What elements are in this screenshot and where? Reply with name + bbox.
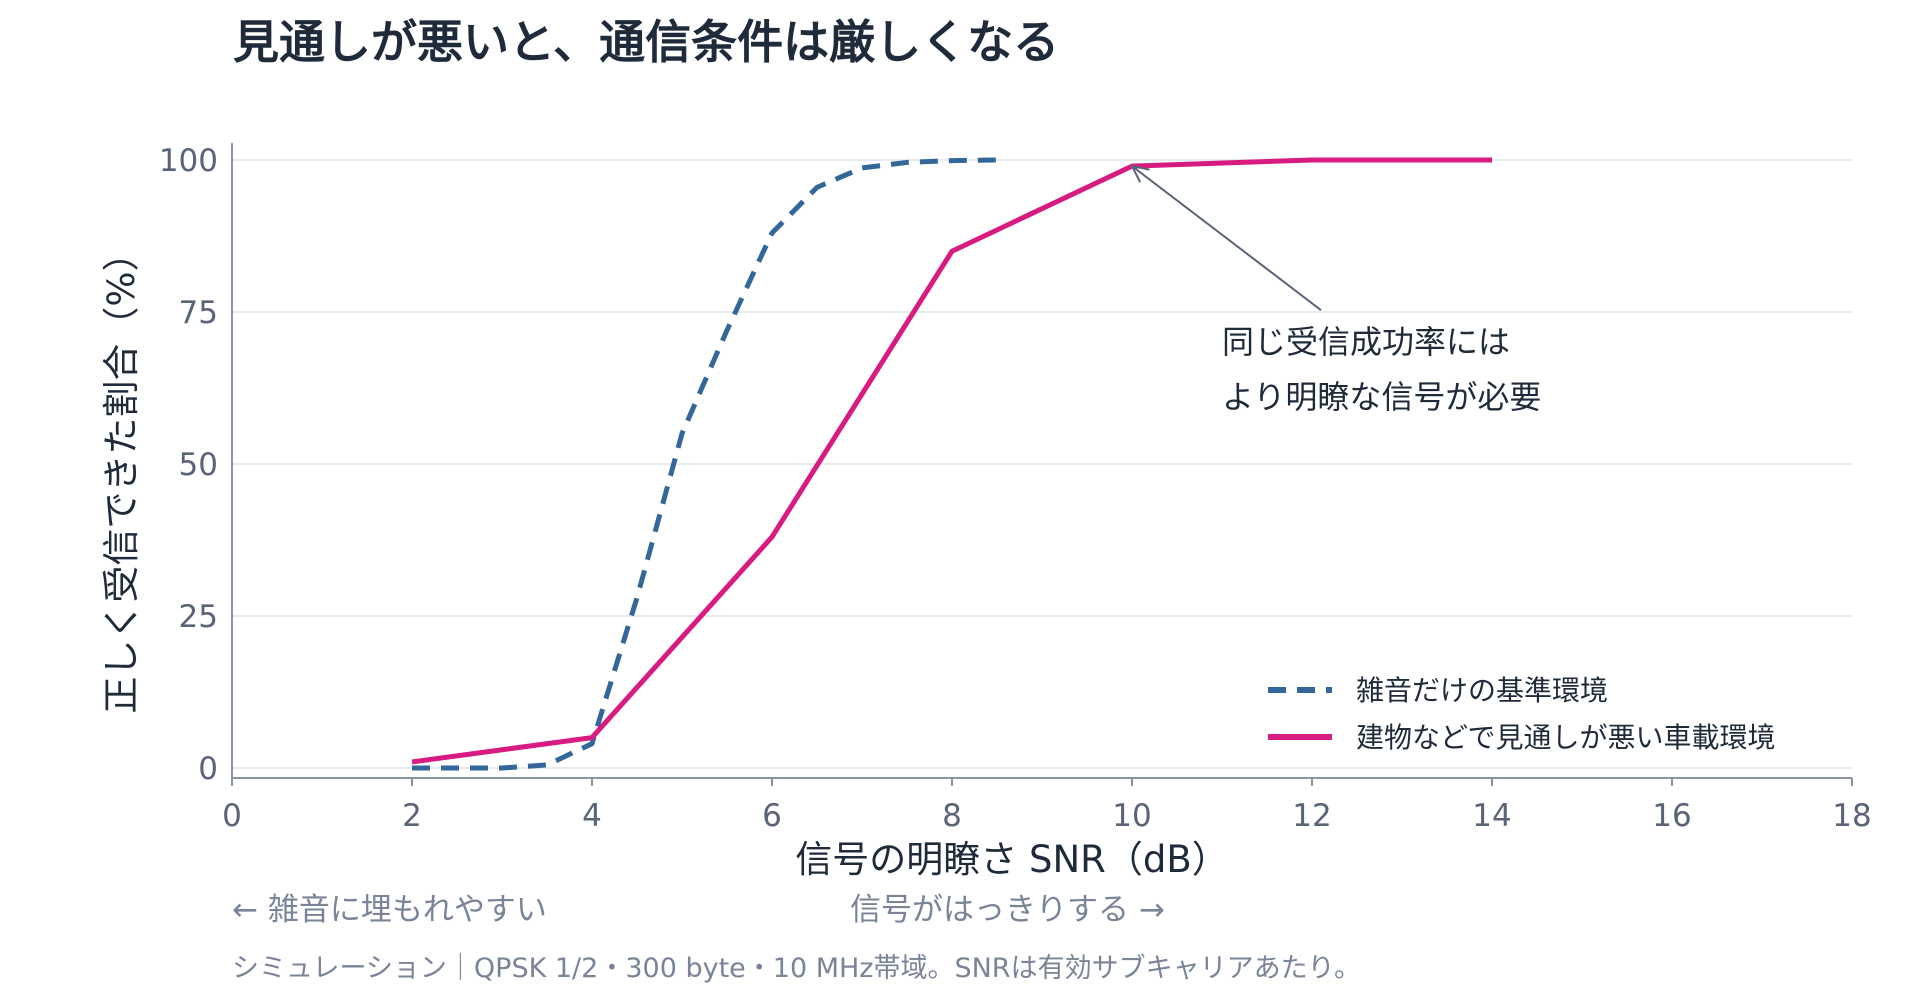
x-tick-label: 18 (1832, 798, 1871, 834)
axes (231, 143, 1852, 779)
series-line-1 (411, 157, 1492, 765)
x-tick-label: 2 (402, 798, 422, 834)
y-axis-label: 正しく受信できた割合（%） (100, 234, 143, 713)
legend-label-baseline: 雑音だけの基準環境 (1356, 674, 1608, 707)
y-tick-label: 0 (198, 751, 218, 787)
x-tick-labels: 0 2 4 6 8 10 12 14 16 18 (222, 778, 1872, 834)
y-tick-label: 75 (179, 295, 218, 331)
annotation: 同じ受信成功率には より明瞭な信号が必要 (1130, 164, 1541, 416)
y-tick-label: 100 (159, 143, 218, 179)
annotation-line-2: より明瞭な信号が必要 (1222, 378, 1541, 416)
legend: 雑音だけの基準環境 建物などで見通しが悪い車載環境 (1268, 674, 1775, 754)
legend-label-vehicle: 建物などで見通しが悪い車載環境 (1356, 721, 1775, 754)
x-tick-label: 12 (1292, 798, 1331, 834)
x-tick-label: 6 (762, 798, 782, 834)
series-lines (411, 157, 1492, 771)
x-tick-label: 8 (942, 798, 962, 834)
y-tick-label: 50 (179, 447, 218, 483)
hint-right: 信号がはっきりする → (850, 892, 1165, 928)
x-tick-label: 10 (1112, 798, 1151, 834)
x-axis-label: 信号の明瞭さ SNR（dB） (795, 838, 1229, 881)
chart-title: 見通しが悪いと、通信条件は厳しくなる (233, 15, 1059, 69)
y-tick-label: 25 (179, 599, 218, 635)
hint-left: ← 雑音に埋もれやすい (232, 892, 547, 928)
annotation-arrow (1131, 165, 1322, 311)
footnote: シミュレーション｜QPSK 1/2・300 byte・10 MHz帯域。SNRは… (232, 953, 1361, 984)
x-tick-label: 16 (1652, 798, 1691, 834)
x-tick-label: 14 (1472, 798, 1511, 834)
grid-lines (232, 159, 1852, 769)
annotation-arrowhead (1130, 164, 1150, 183)
annotation-line-1: 同じ受信成功率には (1222, 323, 1510, 361)
x-tick-label: 4 (582, 798, 602, 834)
y-tick-labels: 0 25 50 75 100 (159, 143, 218, 787)
x-tick-label: 0 (222, 798, 242, 834)
series-line-0 (412, 157, 998, 771)
